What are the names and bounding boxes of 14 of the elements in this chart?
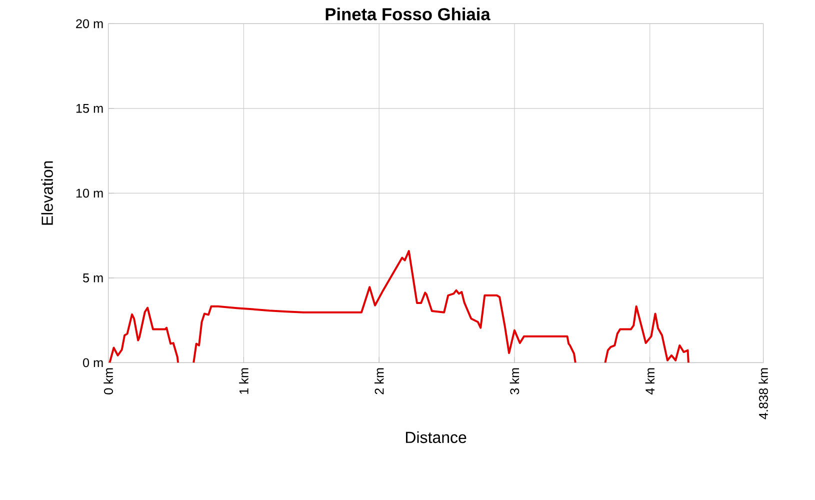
x-tick-label: 1 km — [239, 368, 248, 394]
x-tick-label: 2 km — [374, 368, 384, 394]
y-tick-label: 10 m — [76, 188, 103, 198]
y-axis-title: Elevation — [41, 161, 53, 225]
y-tick-label: 0 m — [82, 358, 103, 368]
y-tick-label: 20 m — [76, 19, 103, 28]
chart-title: Pineta Fosso Ghiaia — [326, 8, 490, 20]
x-tick-label: 4 km — [645, 368, 654, 395]
y-tick-label: 5 m — [82, 274, 103, 282]
x-tick-label: 4.838 km — [758, 368, 768, 420]
x-tick-label: 0 km — [104, 368, 113, 394]
y-tick-label: 15 m — [76, 104, 103, 113]
x-axis-title: Distance — [406, 431, 466, 444]
x-tick-label: 3 km — [510, 368, 520, 394]
